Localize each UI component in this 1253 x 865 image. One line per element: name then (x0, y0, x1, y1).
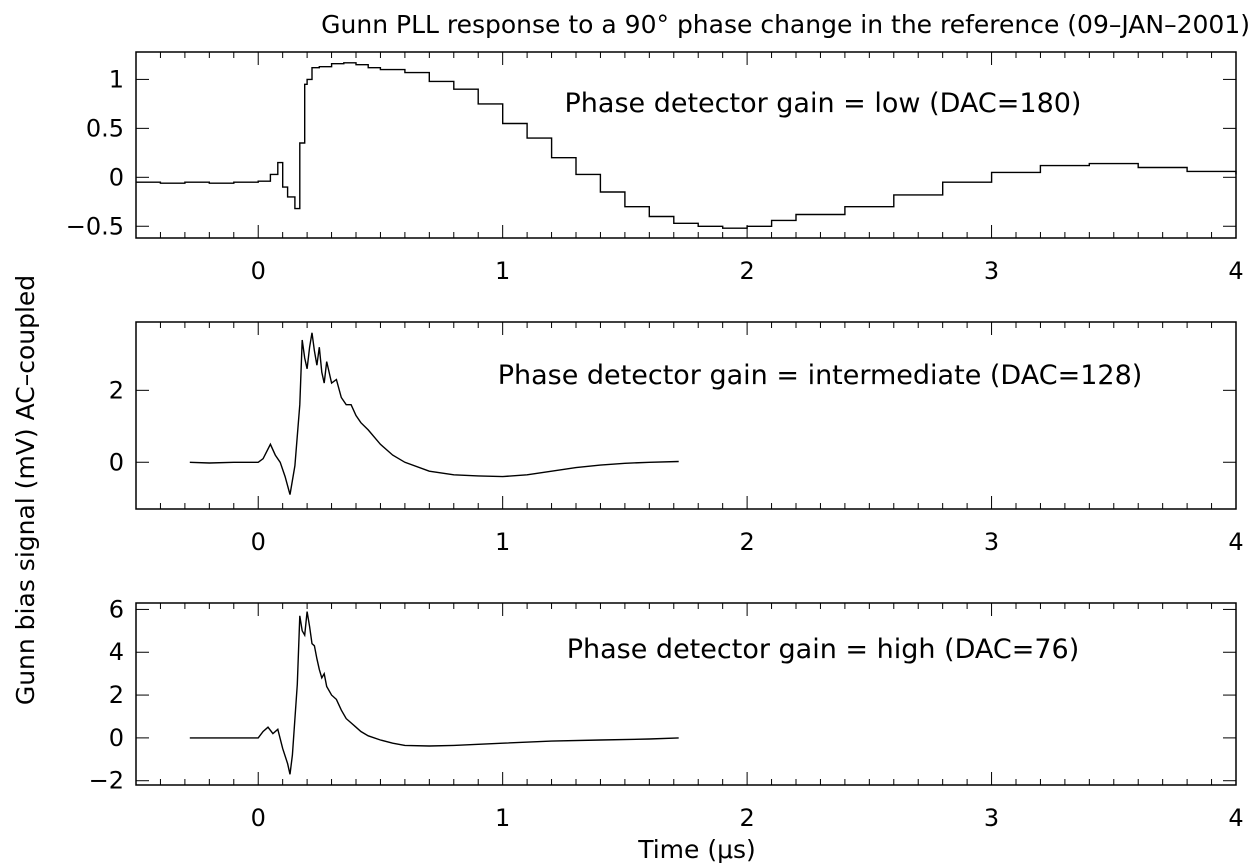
chart-title: Gunn PLL response to a 90° phase change … (321, 10, 1250, 39)
y-tick-label: 0 (109, 163, 124, 191)
x-tick-label: 0 (251, 804, 266, 832)
x-tick-label: 3 (984, 528, 999, 556)
y-tick-label: −0.5 (66, 212, 124, 240)
y-tick-label: −2 (89, 767, 124, 795)
panel-annotation: Phase detector gain = low (DAC=180) (565, 88, 1082, 119)
y-tick-label: 0 (109, 724, 124, 752)
x-tick-label: 0 (251, 257, 266, 285)
y-axis-label: Gunn bias signal (mV) AC–coupled (11, 275, 40, 705)
series-line (136, 62, 1237, 229)
y-tick-label: 0.5 (86, 114, 124, 142)
x-tick-label: 4 (1228, 257, 1243, 285)
panel-1: 0 1 2 3 4 1 0.5 0 −0.5 Phase detector gain = low … (66, 51, 1244, 285)
x-tick-label: 4 (1228, 804, 1243, 832)
x-tick-label: 4 (1228, 528, 1243, 556)
y-tick-label: 6 (109, 595, 124, 623)
panel-2: 0 1 2 3 4 2 0 Phase detector gain = intermediat… (109, 321, 1244, 556)
x-tick-label: 2 (739, 804, 754, 832)
x-axis-label: Time (μs) (637, 835, 756, 864)
panel-annotation: Phase detector gain = intermediate (DAC=… (498, 360, 1143, 391)
x-tick-label: 3 (984, 804, 999, 832)
x-tick-label: 2 (739, 257, 754, 285)
plot-frame (135, 321, 1237, 510)
panel-annotation: Phase detector gain = high (DAC=76) (567, 634, 1080, 665)
panel-3: 0 1 2 3 4 6 4 2 0 −2 Phase detector gain = high (D… (89, 595, 1244, 832)
x-tick-label: 1 (495, 528, 510, 556)
y-tick-label: 0 (109, 448, 124, 476)
y-tick-label: 4 (109, 638, 124, 666)
y-tick-label: 1 (109, 65, 124, 93)
x-tick-label: 0 (251, 528, 266, 556)
x-tick-label: 1 (495, 804, 510, 832)
series-line (189, 332, 679, 495)
y-tick-label: 2 (109, 376, 124, 404)
x-tick-label: 1 (495, 257, 510, 285)
x-tick-label: 2 (739, 528, 754, 556)
y-tick-label: 2 (109, 681, 124, 709)
plot-frame (135, 602, 1237, 786)
plot-frame (135, 51, 1237, 239)
x-tick-label: 3 (984, 257, 999, 285)
series-line (189, 611, 679, 775)
